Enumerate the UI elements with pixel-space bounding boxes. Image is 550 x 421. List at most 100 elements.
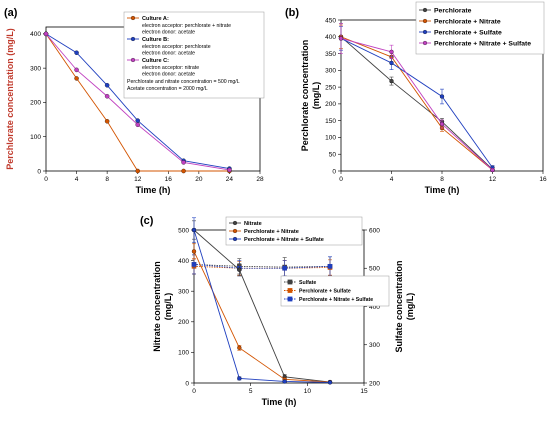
y-axis-label: Perchlorate concentration (mg/L) <box>5 28 15 170</box>
data-point <box>338 36 344 41</box>
x-axis-label: Time (h) <box>425 185 460 195</box>
y-tick-label: 400 <box>178 258 189 265</box>
data-point <box>287 296 293 302</box>
y-axis-label-line1: Perchlorate concentration <box>300 40 310 152</box>
y-tick-label-right: 200 <box>369 380 380 387</box>
data-point <box>327 380 333 385</box>
data-point <box>282 379 287 384</box>
data-point <box>130 36 136 42</box>
data-point <box>232 236 238 242</box>
legend-entry: Nitrate <box>244 221 262 227</box>
series-line <box>340 38 493 168</box>
legend-entry: Culture C: <box>142 58 169 64</box>
y-tick-label-right: 300 <box>369 342 380 349</box>
x-tick-label: 10 <box>304 388 312 395</box>
x-axis-label: Time (h) <box>136 185 171 195</box>
y-tick-label: 250 <box>325 84 336 91</box>
data-point <box>43 31 49 37</box>
panel-label: (b) <box>285 7 299 19</box>
data-point <box>191 262 197 267</box>
legend: Perchlorate Perchlorate + Nitrate Perchlor… <box>415 1 545 55</box>
legend-entry: Perchlorate + Nitrate + Sulfate <box>299 297 373 303</box>
data-point <box>287 279 293 285</box>
y-tick-label: 400 <box>325 34 336 41</box>
y-tick-label: 200 <box>178 319 189 326</box>
y-tick-label: 200 <box>325 101 336 108</box>
data-point <box>191 249 197 254</box>
y-tick-label: 200 <box>30 100 41 107</box>
x-tick-label: 28 <box>256 176 264 183</box>
y-tick-label: 0 <box>185 380 189 387</box>
legend-entry: Perchlorate + Nitrate <box>434 19 501 26</box>
data-point <box>389 60 394 66</box>
series-line <box>193 229 331 383</box>
legend-box <box>280 275 390 307</box>
y-tick-label: 0 <box>37 168 41 175</box>
y-tick-label: 150 <box>325 118 336 125</box>
series-line <box>340 36 493 171</box>
legend-detail: electron acceptor: nitrate <box>142 65 199 71</box>
x-tick-label: 20 <box>195 176 203 183</box>
series-line <box>340 38 493 171</box>
legend-box <box>123 11 265 99</box>
y-tick-label: 0 <box>332 168 336 175</box>
data-point <box>74 67 79 73</box>
x-tick-label: 12 <box>489 176 497 183</box>
legend-note: Acetate concentration = 2000 mg/L <box>127 86 208 92</box>
panel-label: (a) <box>4 7 18 19</box>
x-tick-label: 0 <box>192 388 196 395</box>
data-point <box>439 121 445 127</box>
data-point <box>287 288 293 293</box>
x-axis-label: Time (h) <box>262 397 297 407</box>
series-line <box>45 33 230 172</box>
x-tick-label: 12 <box>134 176 142 183</box>
legend: Culture A:electron acceptor: perchlorate… <box>123 11 265 99</box>
y-axis-label-line2: (mg/L) <box>311 82 321 110</box>
data-point <box>74 76 79 81</box>
data-point <box>389 78 394 84</box>
panel-label: (c) <box>140 215 154 227</box>
y-tick-label-right: 400 <box>369 304 380 311</box>
y-axis-label-line2: (mg/L) <box>163 293 173 321</box>
x-tick-label: 8 <box>440 176 444 183</box>
data-point <box>135 168 140 174</box>
y-tick-label: 450 <box>325 17 336 24</box>
legend-detail: electron acceptor: perchlorate + nitrate <box>142 23 231 29</box>
data-point <box>490 167 495 173</box>
y-tick-label: 300 <box>178 289 189 296</box>
legend-entry: Perchlorate + Nitrate + Sulfate <box>434 41 531 48</box>
series-line <box>45 33 230 170</box>
data-point <box>232 220 238 226</box>
data-point <box>237 376 242 381</box>
data-point <box>237 267 242 272</box>
legend-entry: Culture A: <box>142 16 169 22</box>
series-line <box>193 229 331 383</box>
legend-entry: Perchlorate + Nitrate + Sulfate <box>244 237 324 243</box>
x-tick-label: 4 <box>75 176 79 183</box>
legend-box <box>225 216 363 246</box>
data-point <box>181 168 186 174</box>
series-line <box>193 251 331 383</box>
series-line <box>193 264 331 268</box>
legend-box <box>415 1 545 55</box>
x-tick-label: 15 <box>360 388 368 395</box>
legend-detail: electron donor: acetate <box>142 30 195 36</box>
legend-detail: electron donor: acetate <box>142 72 195 78</box>
y-tick-label-right: 600 <box>369 227 380 234</box>
y-tick-label: 100 <box>325 135 336 142</box>
y-tick-label: 100 <box>178 350 189 357</box>
x-tick-label: 4 <box>390 176 394 183</box>
legend-nitrate: Nitrate Perchlorate + Nitrate Perchlorate … <box>225 216 363 246</box>
x-tick-label: 16 <box>165 176 173 183</box>
data-point <box>135 122 140 127</box>
y-tick-label: 500 <box>178 227 189 234</box>
panel-b: 0 4 8 12 16 0 50 100 150 200 250 300 350 400 450 (b) Tim… <box>285 1 547 195</box>
legend-entry: Perchlorate <box>434 8 472 15</box>
legend-detail: electron donor: acetate <box>142 51 195 57</box>
data-point <box>422 40 428 46</box>
x-tick-label: 16 <box>539 176 547 183</box>
data-point <box>104 119 110 124</box>
data-point <box>130 57 136 63</box>
legend-entry: Perchlorate + Sulfate <box>299 289 351 295</box>
x-tick-label: 0 <box>339 176 343 183</box>
